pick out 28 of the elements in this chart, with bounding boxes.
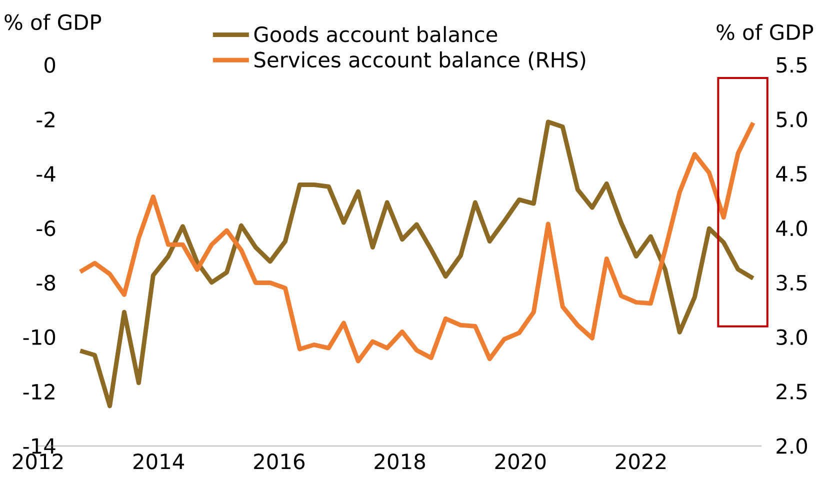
x-tick-label: 2014: [134, 454, 184, 470]
y2-tick-label: 4.0: [776, 220, 808, 236]
line-series: [78, 120, 756, 408]
y-tick-label: -12: [23, 384, 54, 400]
y-tick-label: -10: [23, 329, 56, 346]
y2-tick-label: 4.5: [776, 166, 807, 182]
y-tick-label: -14: [23, 438, 56, 454]
y2-tick-label: 3.0: [776, 329, 808, 346]
x-tick-label: 2020: [495, 454, 546, 470]
x-tick-label: 2012: [12, 454, 63, 470]
y-tick-label: -2: [36, 112, 54, 128]
y2-tick-label: 2.0: [776, 438, 808, 454]
line-series: [78, 120, 756, 364]
y2-tick-label: 5.5: [776, 57, 807, 73]
y-tick-label: -4: [36, 166, 56, 182]
y2-tick-label: 5.0: [776, 112, 808, 128]
y-tick-label: -6: [36, 220, 56, 236]
legend-label: Services account balance (RHS): [254, 51, 586, 70]
x-tick-label: 2018: [374, 454, 425, 470]
x-tick-label: 2016: [254, 454, 304, 470]
legend-label: Goods account balance: [254, 26, 498, 42]
y2-tick-label: 2.5: [776, 384, 807, 400]
y2-tick-label: 3.5: [776, 274, 807, 291]
y-axis-title: % of GDP: [4, 14, 102, 30]
y-tick-label: 0: [44, 57, 56, 73]
y2-axis-title: % of GDP: [716, 24, 814, 40]
x-tick-label: 2022: [616, 454, 666, 470]
y-tick-label: -8: [36, 274, 56, 291]
